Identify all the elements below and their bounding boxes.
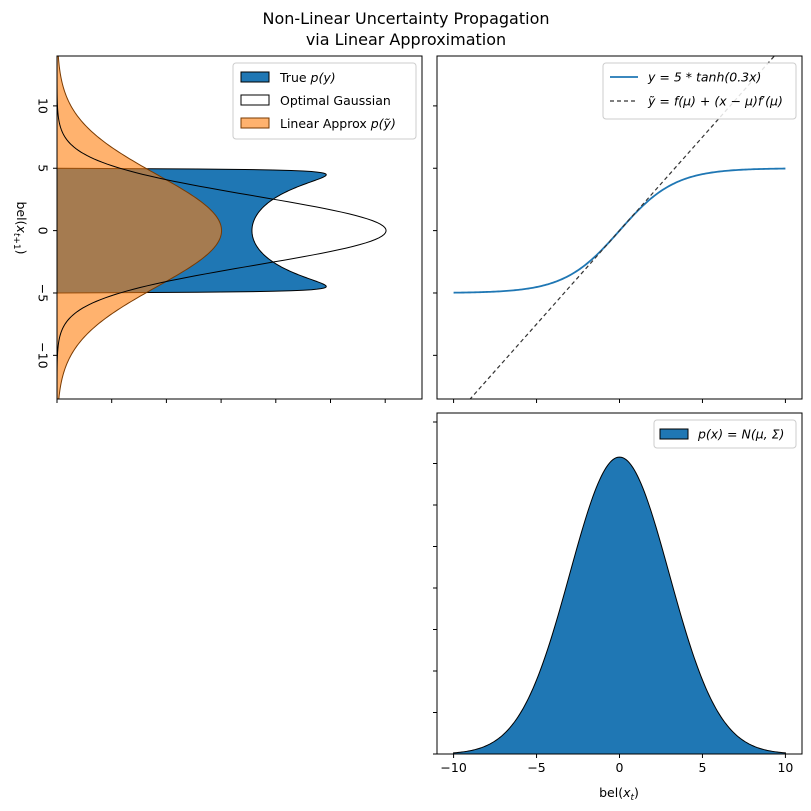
input-density-area (453, 456, 786, 754)
output-density-legend-box (232, 62, 417, 140)
output-density-frame (56, 55, 423, 400)
output-density-ytick-label: −5 (36, 284, 51, 302)
legend-input-density-swatch (659, 428, 689, 440)
linear-approx-area (57, 56, 223, 399)
legend-true-py-swatch (240, 71, 270, 83)
transfer-function-panel: y = 5 * tanh(0.3x) ỹ = f(μ) + (x − μ)f′(μ… (436, 55, 803, 403)
input-density-xtick-label: 10 (777, 760, 793, 775)
legend-linear-approx-label: Linear Approx p(ỹ) (280, 116, 396, 131)
input-density-xtick-label: −5 (527, 760, 545, 775)
legend-linearization-label: ỹ = f(μ) + (x − μ)f′(μ) (647, 94, 783, 109)
output-density-ytick-label: 0 (36, 227, 51, 235)
input-density-xlabel: bel(xt) (599, 785, 639, 803)
output-density-ylabel: bel(xt+1) (11, 201, 29, 254)
legend-tanh-label: y = 5 * tanh(0.3x) (647, 70, 761, 85)
input-density-panel: −10 −5 0 5 10 bel(xt) p(x) = N(μ, Σ) (433, 412, 803, 803)
legend-linear-approx-swatch (240, 117, 270, 129)
transfer-function-legend-box (602, 62, 797, 120)
legend-true-py-label: True p(y) (279, 70, 336, 85)
legend-optimal-gaussian-swatch (240, 94, 270, 106)
optimal-gaussian-line (57, 56, 387, 399)
legend-input-density-label: p(x) = N(μ, Σ) (697, 427, 784, 442)
input-density-legend: p(x) = N(μ, Σ) (653, 419, 797, 449)
chart-title-line-2: via Linear Approximation (306, 30, 506, 49)
chart-title-line-1: Non-Linear Uncertainty Propagation (263, 9, 550, 28)
legend-optimal-gaussian-label: Optimal Gaussian (280, 93, 391, 108)
transfer-function-legend: y = 5 * tanh(0.3x) ỹ = f(μ) + (x − μ)f′(μ… (602, 62, 797, 120)
output-density-ytick-label: −10 (36, 342, 51, 368)
input-density-legend-box (653, 419, 797, 449)
output-density-ytick-label: 10 (36, 98, 51, 114)
input-density-xtick-label: 0 (616, 760, 624, 775)
input-density-xtick-label: 5 (698, 760, 706, 775)
input-density-xtick-label: −10 (440, 760, 466, 775)
output-density-legend: True p(y) Optimal Gaussian Linear Approx p… (232, 62, 417, 140)
output-density-ytick-label: 5 (36, 164, 51, 172)
output-density-panel: −10 −5 0 5 10 bel(xt+1) True p(y) Optimal Gau… (11, 55, 437, 403)
